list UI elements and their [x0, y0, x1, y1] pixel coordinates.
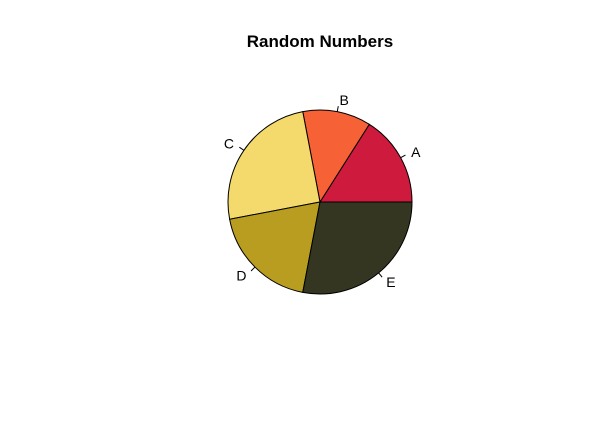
slice-label-a: A: [411, 144, 421, 160]
leader-line-b: [336, 106, 339, 112]
leader-line-d: [250, 266, 256, 272]
pie-slice-e: [302, 201, 413, 295]
slice-label-e: E: [386, 274, 395, 290]
pie-slice-c: [227, 111, 321, 220]
chart-title: Random Numbers: [247, 32, 393, 51]
pie-labels: A B C D E: [224, 92, 421, 290]
pie-slice-b: [302, 109, 370, 204]
pie-slices: [227, 109, 413, 295]
leader-line-c: [239, 146, 245, 151]
slice-label-c: C: [224, 136, 234, 152]
slice-label-b: B: [339, 92, 348, 108]
leader-line-e: [378, 272, 383, 278]
leader-line-a: [400, 154, 406, 159]
slice-label-d: D: [236, 268, 246, 284]
